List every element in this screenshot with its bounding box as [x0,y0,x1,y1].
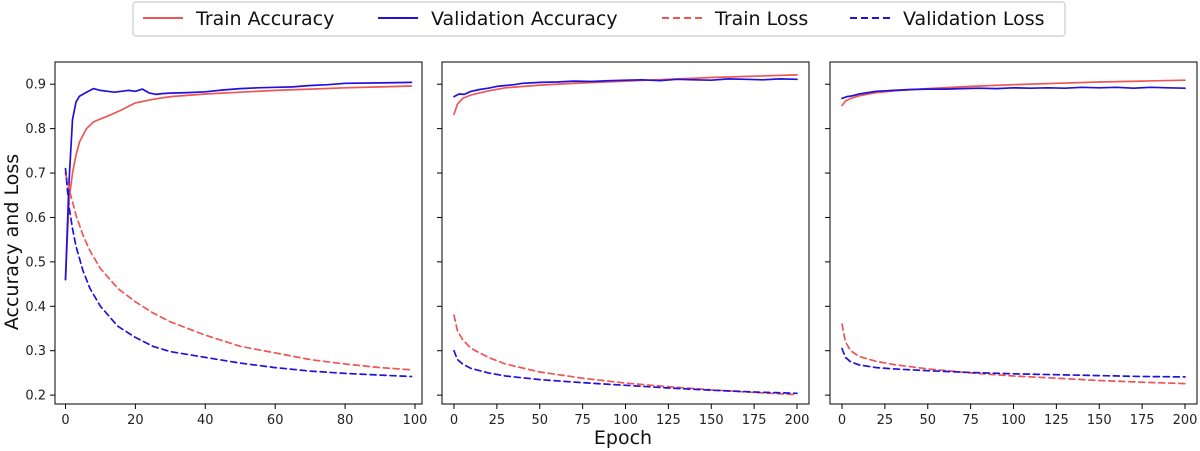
series-train-accuracy-panel-1 [64,85,413,281]
series-train-loss-panel-1 [64,172,413,371]
axes-frame-panel-3 [829,61,1198,405]
legend-label-train-loss: Train Loss [714,8,808,30]
x-tick-label: 40 [197,413,214,428]
x-axis-label: Epoch [594,427,652,449]
legend-label-validation-accuracy: Validation Accuracy [431,8,618,30]
x-tick-label: 100 [403,413,428,428]
x-tick-label: 20 [127,413,144,428]
panel-2: 0 25 50 75 100 125 150 175 200 [437,61,810,428]
axes-frame-panel-2 [441,61,810,405]
series-validation-loss-panel-1 [64,167,413,378]
legend-label-train-accuracy: Train Accuracy [195,8,334,30]
x-tick-label: 175 [1130,413,1155,428]
x-tick-label: 80 [337,413,354,428]
x-tick-label: 75 [962,413,979,428]
x-tick-label: 75 [574,413,591,428]
x-tick-label: 150 [699,413,724,428]
x-tick-label: 200 [785,413,810,428]
y-tick-label: 0.2 [25,389,46,404]
series-validation-accuracy-panel-3 [841,86,1186,100]
series-validation-loss-panel-3 [841,347,1186,378]
x-tick-label: 100 [613,413,638,428]
x-tick-label: 60 [267,413,284,428]
y-tick-label: 0.6 [25,211,46,226]
panel-3: 0 25 50 75 100 125 150 175 200 [825,61,1198,428]
y-tick-label: 0.5 [25,255,46,270]
series-train-accuracy-panel-3 [841,79,1186,107]
series-train-loss-panel-3 [841,323,1186,385]
x-tick-label: 25 [877,413,894,428]
series-validation-accuracy-panel-1 [64,81,413,281]
x-tick-label: 125 [1044,413,1069,428]
legend-label-validation-loss: Validation Loss [903,8,1045,30]
series-train-loss-panel-2 [453,314,798,396]
y-tick-label: 0.9 [25,78,46,93]
x-tick-label: 0 [61,413,69,428]
series-train-accuracy-panel-2 [453,74,798,116]
legend: Train Accuracy Validation Accuracy Train L… [132,1,1066,37]
y-tick-label: 0.4 [25,300,46,315]
x-tick-label: 50 [919,413,936,428]
x-tick-label: 100 [1001,413,1026,428]
x-tick-label: 125 [656,413,681,428]
x-tick-label: 50 [531,413,548,428]
y-tick-label: 0.7 [25,167,46,182]
y-axis-label: Accuracy and Loss [1,154,23,330]
x-tick-label: 200 [1173,413,1198,428]
y-tick-label: 0.3 [25,344,46,359]
panel-1: 0 20 40 60 80 100 0.2 0.3 0.4 0.5 0.6 0.7 0.8 0.9 [25,61,428,428]
series-validation-loss-panel-2 [453,349,798,395]
x-tick-label: 0 [838,413,846,428]
y-tick-label: 0.8 [25,122,46,137]
x-tick-label: 175 [742,413,767,428]
x-tick-label: 0 [450,413,458,428]
x-tick-label: 25 [489,413,506,428]
x-tick-label: 150 [1087,413,1112,428]
legend-frame [132,1,1066,37]
chart-panels: 0 20 40 60 80 100 0.2 0.3 0.4 0.5 0.6 0.7 0.8 0.9 0 25 5… [25,61,1198,428]
axes-frame-panel-1 [54,61,423,405]
series-validation-accuracy-panel-2 [453,78,798,98]
